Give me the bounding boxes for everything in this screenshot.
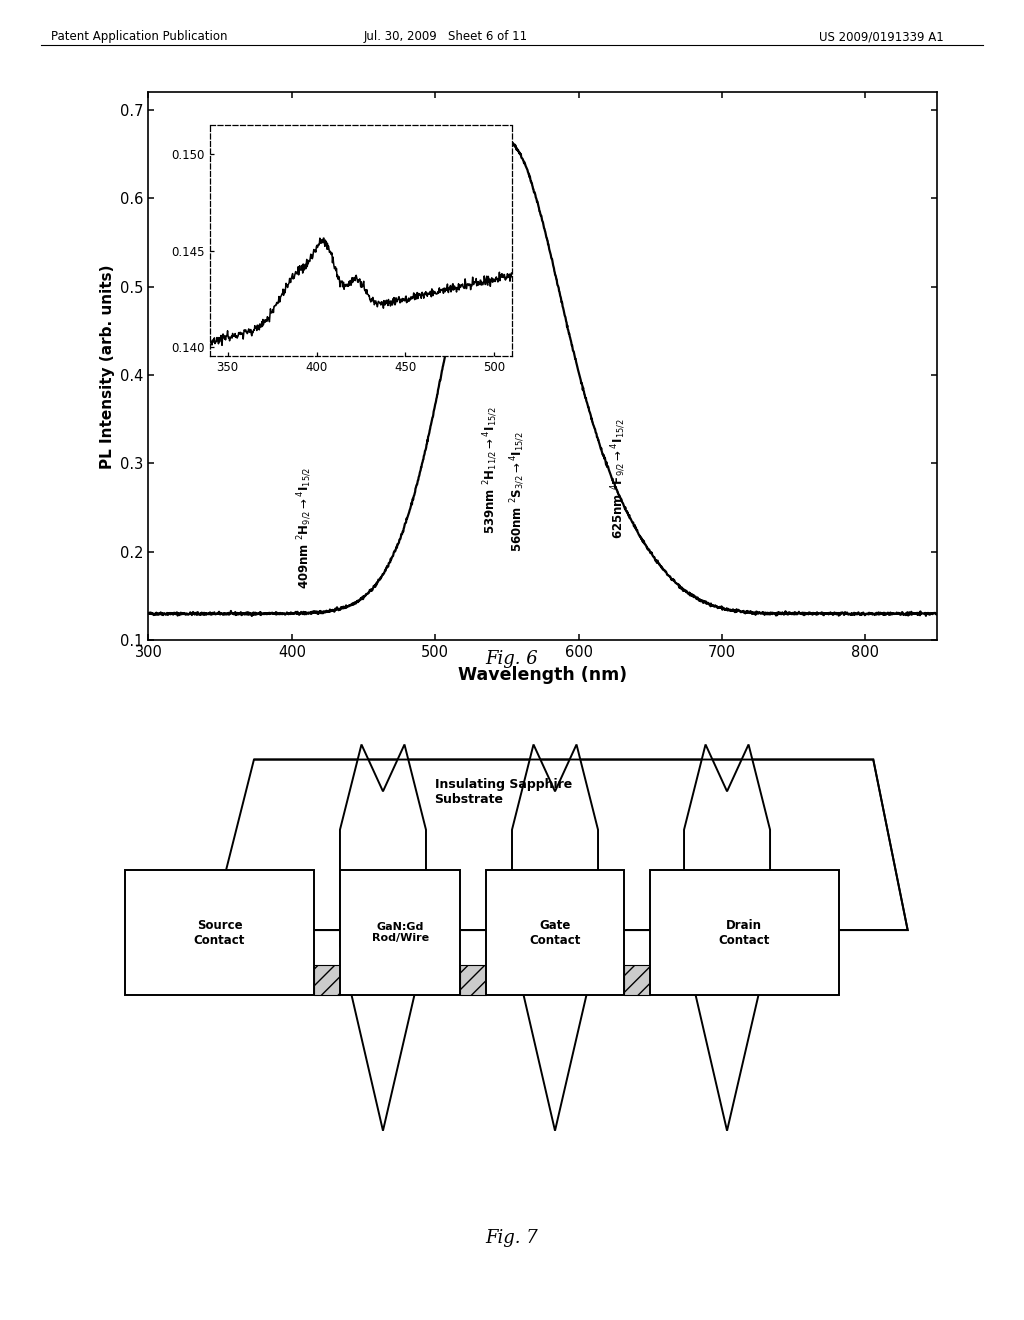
X-axis label: Wavelength (nm): Wavelength (nm) [458,665,628,684]
Text: Fig. 6: Fig. 6 [485,649,539,668]
Text: Fig. 7: Fig. 7 [485,1229,539,1247]
Text: Source
Contact: Source Contact [194,919,245,946]
Text: 625nm $^4$F$_{9/2}$$\rightarrow$$^4$I$_{15/2}$: 625nm $^4$F$_{9/2}$$\rightarrow$$^4$I$_{… [609,418,628,539]
Polygon shape [314,965,340,995]
Text: Gate
Contact: Gate Contact [529,919,581,946]
Polygon shape [340,744,426,1131]
Polygon shape [211,759,907,931]
Text: 409nm $^2$H$_{9/2}$$\rightarrow$$^4$I$_{15/2}$: 409nm $^2$H$_{9/2}$$\rightarrow$$^4$I$_{… [296,467,314,589]
Text: Patent Application Publication: Patent Application Publication [51,30,227,44]
Polygon shape [512,744,598,1131]
Bar [340,870,461,995]
Text: Jul. 30, 2009   Sheet 6 of 11: Jul. 30, 2009 Sheet 6 of 11 [364,30,527,44]
Y-axis label: PL Intensity (arb. units): PL Intensity (arb. units) [99,264,115,469]
Bar [125,870,314,995]
Polygon shape [461,965,486,995]
Text: Drain
Contact: Drain Contact [719,919,770,946]
Polygon shape [684,744,770,1131]
Polygon shape [624,965,649,995]
Text: US 2009/0191339 A1: US 2009/0191339 A1 [819,30,944,44]
Bar [649,870,839,995]
Text: 539nm $^2$H$_{11/2}$$\rightarrow$$^4$I$_{15/2}$: 539nm $^2$H$_{11/2}$$\rightarrow$$^4$I$_… [482,407,501,535]
Text: Insulating Sapphire
Substrate: Insulating Sapphire Substrate [434,777,571,807]
Text: 560nm $^2$S$_{3/2}$$\rightarrow$$^4$I$_{15/2}$: 560nm $^2$S$_{3/2}$$\rightarrow$$^4$I$_{… [509,430,527,552]
Bar [486,870,624,995]
Text: GaN:Gd
Rod/Wire: GaN:Gd Rod/Wire [372,921,429,944]
